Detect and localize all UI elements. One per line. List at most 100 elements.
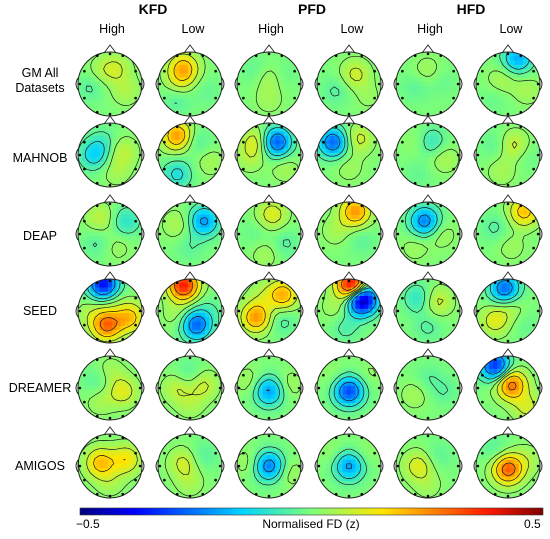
electrode-dot <box>254 436 258 440</box>
electrode-dot <box>317 232 321 236</box>
electrode-dot <box>401 478 404 482</box>
topomap-gm-all-datasets-pfd-low <box>314 44 384 117</box>
electrode-dot <box>373 219 376 223</box>
electrode-dot <box>267 356 271 360</box>
head-outline <box>316 355 382 421</box>
electrode-dot <box>347 339 351 343</box>
electrode-dot <box>108 183 112 187</box>
electrode-dot <box>138 386 142 390</box>
electrode-dot <box>134 478 137 482</box>
nose-marker <box>103 44 117 54</box>
electrode-dot <box>506 123 510 127</box>
electrode-dot <box>214 219 217 223</box>
electrode-dot <box>334 181 338 185</box>
electrode-dot <box>78 82 82 86</box>
electrode-dot <box>439 181 443 185</box>
electrode-dot <box>134 323 137 327</box>
head-outline <box>316 278 382 344</box>
electrode-dot <box>506 416 510 420</box>
electrode-dot <box>138 153 142 157</box>
electrode-dot <box>175 414 179 418</box>
electrode-dot <box>158 82 162 86</box>
nose-marker <box>103 115 117 125</box>
electrode-dot <box>293 140 296 144</box>
head-outline <box>316 122 382 188</box>
electrode-dot <box>121 181 125 185</box>
electrode-dot <box>493 260 497 264</box>
topomap-amigos-kfd-low <box>155 426 225 499</box>
electrode-dot <box>237 232 241 236</box>
electrode-dot <box>536 82 540 86</box>
electrode-dot <box>280 54 284 58</box>
electrode-dot <box>242 400 245 404</box>
electrode-dot <box>322 96 325 100</box>
electrode-dot <box>452 296 455 300</box>
right-ear-marker <box>300 459 304 473</box>
electrode-dot <box>481 296 484 300</box>
electrode-dot <box>293 478 296 482</box>
electrode-dot <box>360 110 364 114</box>
electrode-dot <box>83 69 86 73</box>
electrode-dot <box>532 451 535 455</box>
electrode-dot <box>456 386 460 390</box>
electrode-dot <box>83 140 86 144</box>
electrode-dot <box>293 323 296 327</box>
electrode-dot <box>476 464 480 468</box>
nose-marker <box>501 44 515 54</box>
electrode-dot <box>163 296 166 300</box>
electrode-dot <box>532 167 535 171</box>
electrode-dot <box>108 279 112 283</box>
electrode-dot <box>401 296 404 300</box>
electrode-dot <box>481 167 484 171</box>
electrode-dot <box>401 323 404 327</box>
nose-marker <box>342 348 356 358</box>
electrode-dot <box>163 167 166 171</box>
nose-marker <box>183 44 197 54</box>
electrode-dot <box>121 281 125 285</box>
electrode-dot <box>452 140 455 144</box>
electrode-dot <box>413 204 417 208</box>
contour-lines <box>484 444 540 494</box>
electrode-dot <box>360 358 364 362</box>
right-ear-marker <box>221 459 225 473</box>
electrode-dot <box>426 356 430 360</box>
topomap-amigos-kfd-high <box>75 426 145 499</box>
electrode-dot <box>413 260 417 264</box>
electrode-dot <box>347 183 351 187</box>
electrode-dot <box>334 125 338 129</box>
left-ear-marker <box>314 459 318 473</box>
electrode-dot <box>452 373 455 377</box>
electrode-dot <box>83 246 86 250</box>
nose-marker <box>501 426 515 436</box>
electrode-dot <box>536 153 540 157</box>
electrode-dot <box>280 110 284 114</box>
electrode-dot <box>254 358 258 362</box>
electrode-dot <box>452 323 455 327</box>
nose-marker <box>262 426 276 436</box>
electrode-dot <box>218 464 222 468</box>
left-ear-marker <box>155 227 159 241</box>
electrode-dot <box>377 386 381 390</box>
electrode-dot <box>242 219 245 223</box>
electrode-dot <box>452 219 455 223</box>
electrode-dot <box>237 464 241 468</box>
nose-marker <box>342 194 356 204</box>
electrode-dot <box>254 204 258 208</box>
electrode-dot <box>121 54 125 58</box>
electrode-dot <box>506 494 510 498</box>
electrode-dot <box>532 478 535 482</box>
head-outline <box>316 201 382 267</box>
electrode-dot <box>188 356 192 360</box>
left-ear-marker <box>234 381 238 395</box>
electrode-dot <box>83 296 86 300</box>
contour-lines <box>488 202 540 260</box>
head-outline <box>316 433 382 499</box>
electrode-dot <box>481 219 484 223</box>
head-outline <box>157 122 223 188</box>
right-ear-marker <box>300 148 304 162</box>
head-outline <box>77 355 143 421</box>
row-label-deap: DEAP <box>22 229 58 243</box>
electrode-dot <box>519 436 523 440</box>
electrode-dot <box>218 386 222 390</box>
electrode-dot <box>138 82 142 86</box>
